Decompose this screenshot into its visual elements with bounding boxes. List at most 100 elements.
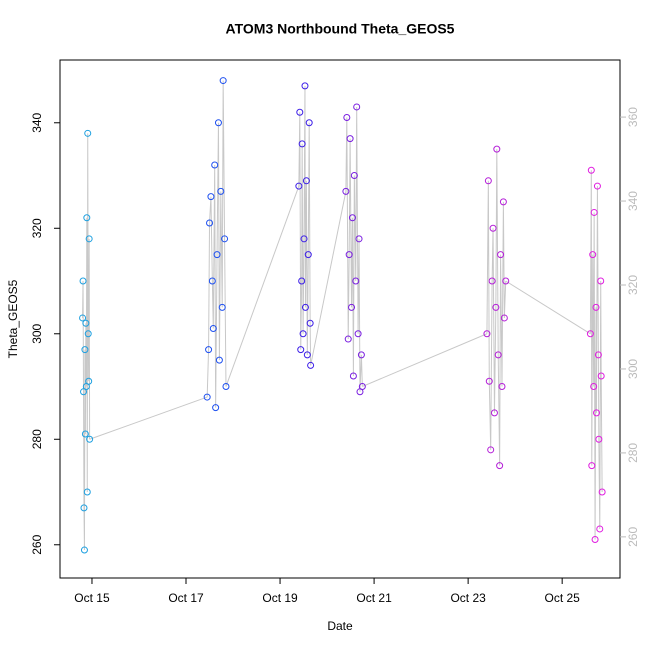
y2-tick-label: 340 xyxy=(626,191,640,211)
point xyxy=(80,546,88,554)
point xyxy=(301,303,309,311)
point xyxy=(217,187,225,195)
point xyxy=(211,161,219,169)
point xyxy=(589,251,597,259)
point xyxy=(305,119,313,127)
point xyxy=(488,277,496,285)
point xyxy=(593,182,601,190)
y-axis-label: Theta_GEOS5 xyxy=(6,279,20,358)
x-tick-label: Oct 17 xyxy=(168,591,204,605)
y2-tick-label: 360 xyxy=(626,107,640,127)
point xyxy=(342,187,350,195)
point xyxy=(595,435,603,443)
point xyxy=(212,404,220,412)
point xyxy=(221,235,229,243)
point xyxy=(348,214,356,222)
point xyxy=(597,277,605,285)
point xyxy=(296,108,304,116)
point xyxy=(499,198,507,206)
point xyxy=(209,324,217,332)
series-line xyxy=(82,133,91,551)
point xyxy=(592,409,600,417)
point xyxy=(215,356,223,364)
point xyxy=(497,251,505,259)
point xyxy=(83,488,91,496)
point xyxy=(493,145,501,153)
connector-line xyxy=(225,185,300,387)
point xyxy=(349,372,357,380)
point xyxy=(592,303,600,311)
point xyxy=(81,346,89,354)
point xyxy=(500,314,508,322)
point xyxy=(346,135,354,143)
point xyxy=(345,251,353,259)
point xyxy=(586,330,594,338)
point xyxy=(79,277,87,285)
series-line xyxy=(298,85,312,366)
point xyxy=(598,488,606,496)
point xyxy=(354,330,362,338)
point xyxy=(484,177,492,185)
point xyxy=(218,303,226,311)
point xyxy=(594,351,602,359)
point xyxy=(343,113,351,121)
point xyxy=(84,330,92,338)
point xyxy=(80,388,88,396)
point xyxy=(587,166,595,174)
point xyxy=(591,535,599,543)
connector-line xyxy=(310,191,347,366)
y2-tick-label: 320 xyxy=(626,275,640,295)
point xyxy=(84,129,92,137)
point xyxy=(303,351,311,359)
x-tick-label: Oct 15 xyxy=(74,591,110,605)
x-tick-label: Oct 23 xyxy=(450,591,486,605)
x-tick-label: Oct 21 xyxy=(356,591,392,605)
point xyxy=(496,462,504,470)
point xyxy=(596,525,604,533)
point xyxy=(358,383,366,391)
point xyxy=(219,77,227,85)
point xyxy=(352,277,360,285)
y2-tick-label: 280 xyxy=(626,443,640,463)
point xyxy=(306,319,314,327)
point xyxy=(301,82,309,90)
connector-line xyxy=(505,280,591,335)
point xyxy=(350,172,358,180)
point xyxy=(590,383,598,391)
point xyxy=(597,372,605,380)
point xyxy=(304,251,312,259)
point xyxy=(85,235,93,243)
point xyxy=(485,377,493,385)
series-line xyxy=(589,170,603,540)
y2-tick-label: 300 xyxy=(626,359,640,379)
point xyxy=(502,277,510,285)
point xyxy=(355,235,363,243)
y-tick-label: 320 xyxy=(30,218,44,238)
y-tick-label: 300 xyxy=(30,323,44,343)
point xyxy=(205,346,213,354)
point xyxy=(483,330,491,338)
y-tick-label: 280 xyxy=(30,429,44,449)
point xyxy=(487,446,495,454)
point xyxy=(85,377,93,385)
point xyxy=(207,193,215,201)
connector-line xyxy=(362,333,488,387)
point xyxy=(590,208,598,216)
y-tick-label: 260 xyxy=(30,534,44,554)
point xyxy=(206,219,214,227)
series-line xyxy=(345,106,363,392)
y-tick-label: 340 xyxy=(30,112,44,132)
point xyxy=(298,140,306,148)
point xyxy=(299,330,307,338)
point xyxy=(494,351,502,359)
point xyxy=(489,224,497,232)
point xyxy=(81,430,89,438)
point xyxy=(203,393,211,401)
x-tick-label: Oct 19 xyxy=(262,591,298,605)
point xyxy=(492,303,500,311)
connector-line xyxy=(89,396,208,440)
point xyxy=(498,383,506,391)
point xyxy=(86,435,94,443)
